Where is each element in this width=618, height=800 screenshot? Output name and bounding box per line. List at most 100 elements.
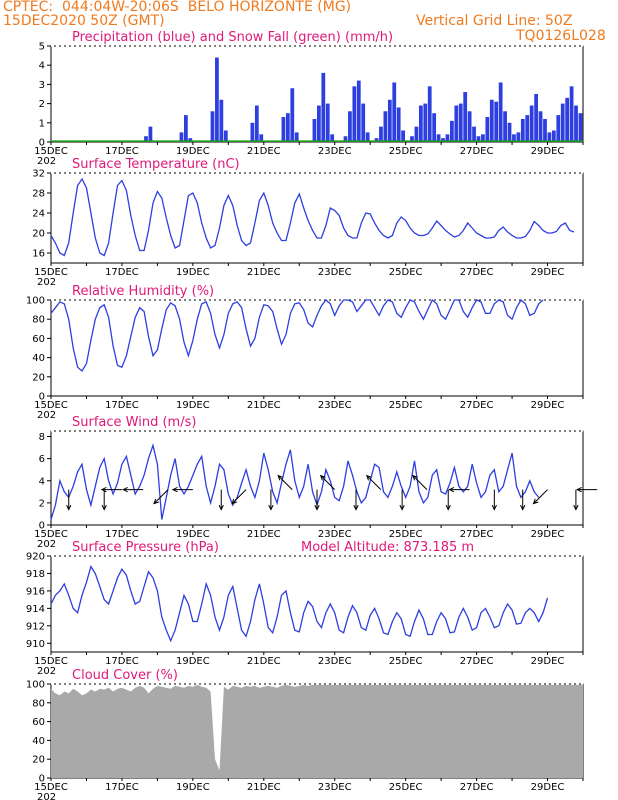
precip-bar xyxy=(396,107,401,142)
wind-xtick-label: 15DEC xyxy=(34,529,68,540)
wind-vector-head xyxy=(353,504,359,511)
wind-ytick-label: 2 xyxy=(39,498,45,509)
precip-bar xyxy=(325,103,330,142)
pressure-annotation: Model Altitude: 873.185 m xyxy=(301,540,474,555)
precip-bar xyxy=(321,72,326,142)
precip-bar xyxy=(445,134,450,142)
precipitation-xtick-label: 17DEC xyxy=(105,146,139,157)
pressure-ytick-label: 918 xyxy=(26,569,45,580)
precip-bar xyxy=(410,136,414,142)
precipitation-xtick-label: 21DEC xyxy=(247,146,281,157)
precipitation-xtick-label: 27DEC xyxy=(460,146,494,157)
precip-bar xyxy=(383,111,388,142)
wind-vector xyxy=(153,489,169,504)
humidity-xtick-label: 21DEC xyxy=(247,400,281,411)
wind-vector-head xyxy=(448,486,455,493)
pressure-xtick-label: 17DEC xyxy=(105,656,139,667)
temperature-ytick-label: 32 xyxy=(32,169,45,180)
precipitation-title: Precipitation (blue) and Snow Fall (gree… xyxy=(72,30,393,45)
wind-xtick-label: 19DEC xyxy=(176,529,210,540)
humidity-ytick-label: 80 xyxy=(32,315,45,326)
cloud-cover-ytick-label: 0 xyxy=(39,774,45,785)
precip-bar xyxy=(512,134,516,142)
precip-bar xyxy=(476,136,481,142)
wind-year-stub: 202 xyxy=(37,539,56,550)
pressure-line xyxy=(50,564,549,643)
precipitation-ytick-label: 1 xyxy=(39,118,45,129)
precip-bar xyxy=(529,105,534,142)
precip-bar xyxy=(144,136,148,142)
precip-bar xyxy=(560,103,565,142)
precip-bar xyxy=(254,105,259,142)
precip-bar xyxy=(450,120,454,142)
humidity-title: Relative Humidity (%) xyxy=(72,284,214,299)
precip-bar xyxy=(294,132,299,142)
cloud-cover-ytick-label: 20 xyxy=(32,755,45,766)
precip-bar xyxy=(472,126,476,142)
humidity-xtick-label: 17DEC xyxy=(105,400,139,411)
precip-bar xyxy=(454,105,459,142)
cloud-cover-xtick-label: 21DEC xyxy=(247,782,281,793)
precip-bar xyxy=(401,130,406,142)
temperature-ytick-label: 28 xyxy=(32,189,45,200)
wind-vector-head xyxy=(520,504,526,511)
precip-bar xyxy=(414,126,419,142)
precip-bar xyxy=(467,111,472,142)
cloud-cover-xtick-label: 17DEC xyxy=(105,782,139,793)
wind-vector-head xyxy=(365,474,372,481)
humidity-ytick-label: 0 xyxy=(39,392,45,403)
precip-bar xyxy=(432,113,437,142)
cloud-cover-xtick-label: 19DEC xyxy=(176,782,210,793)
wind-vector-head xyxy=(445,504,451,511)
wind-vector-head xyxy=(231,498,237,505)
humidity-xtick-label: 23DEC xyxy=(318,400,352,411)
temperature-xtick-label: 15DEC xyxy=(34,267,68,278)
wind-vector xyxy=(277,475,293,490)
precip-bar xyxy=(148,126,153,142)
wind-xtick-label: 29DEC xyxy=(531,529,565,540)
wind-vector-head xyxy=(573,504,579,511)
pressure-ytick-label: 912 xyxy=(26,621,45,632)
precip-bar xyxy=(481,134,485,142)
wind-vector-head xyxy=(122,486,128,493)
humidity-ytick-label: 100 xyxy=(26,296,45,307)
precip-bar xyxy=(356,80,361,142)
wind-vector-head xyxy=(532,498,539,505)
wind-vector-head xyxy=(268,504,274,511)
precipitation-ytick-label: 4 xyxy=(39,61,45,72)
precipitation-xtick-label: 29DEC xyxy=(531,146,565,157)
precip-bar xyxy=(348,111,352,142)
temperature-xtick-label: 21DEC xyxy=(247,267,281,278)
precip-bar xyxy=(188,138,193,142)
wind-vector-head xyxy=(218,504,224,511)
precip-bar xyxy=(534,94,539,142)
pressure-xtick-label: 23DEC xyxy=(318,656,352,667)
pressure-ytick-label: 920 xyxy=(26,552,45,563)
precipitation-xtick-label: 15DEC xyxy=(34,146,68,157)
run-date: 15DEC2020 50Z (GMT) xyxy=(3,13,165,29)
wind-vector-head xyxy=(491,504,497,511)
precip-bar xyxy=(290,88,295,142)
temperature-year-stub: 202 xyxy=(37,277,56,288)
pressure-ytick-label: 910 xyxy=(26,639,45,650)
precip-bar xyxy=(223,130,228,142)
precip-bar xyxy=(210,111,215,142)
humidity-line xyxy=(50,298,544,372)
cloud-cover-xtick-label: 23DEC xyxy=(318,782,352,793)
precipitation-ytick-label: 0 xyxy=(39,138,45,149)
wind-line xyxy=(50,443,540,520)
pressure-title: Surface Pressure (hPa) xyxy=(72,540,219,555)
cloud-cover-area xyxy=(51,684,583,778)
humidity-xtick-label: 25DEC xyxy=(389,400,423,411)
precip-bar xyxy=(498,82,503,142)
temperature-line xyxy=(50,177,575,257)
wind-xtick-label: 21DEC xyxy=(247,529,281,540)
wind-xtick-label: 27DEC xyxy=(460,529,494,540)
precip-bar xyxy=(441,138,445,142)
wind-vector-head xyxy=(576,486,582,493)
precipitation-xtick-label: 25DEC xyxy=(389,146,423,157)
precip-bar xyxy=(423,103,428,142)
precipitation-year-stub: 202 xyxy=(37,156,56,167)
precip-bar xyxy=(427,86,432,142)
